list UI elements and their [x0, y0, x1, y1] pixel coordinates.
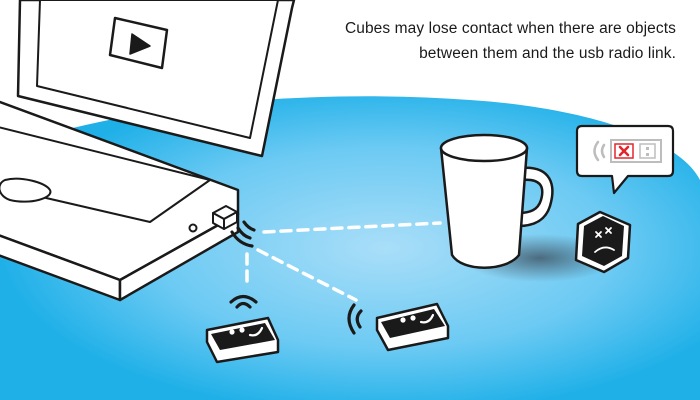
signal-waves-icon: [347, 303, 363, 335]
caption-text: Cubes may lose contact when there are ob…: [344, 20, 676, 62]
laptop-icon: [0, 0, 296, 302]
usb-radio-dongle-icon: [212, 205, 238, 230]
play-icon: [108, 16, 169, 70]
signal-waves-icon: [230, 220, 256, 248]
mug-body: [439, 146, 529, 269]
radio-link-to-cube-right: [256, 248, 358, 302]
radio-link-lines: [245, 221, 442, 302]
mug-icon: [439, 133, 554, 269]
laptop-screen: [36, 0, 279, 139]
laptop-port: [188, 223, 198, 233]
radio-link-to-mug: [262, 221, 442, 234]
laptop-keyboard: [0, 126, 211, 223]
laptop-trackpad: [0, 177, 52, 203]
cube-icon: [205, 294, 280, 364]
cube-icon: [574, 210, 632, 274]
signal-waves-icon: [229, 294, 258, 309]
speech-bubble-icon: [575, 124, 675, 195]
mug-rim: [439, 133, 529, 163]
disconnected-signal-icon: [593, 139, 662, 163]
cube-icon: [347, 302, 450, 352]
